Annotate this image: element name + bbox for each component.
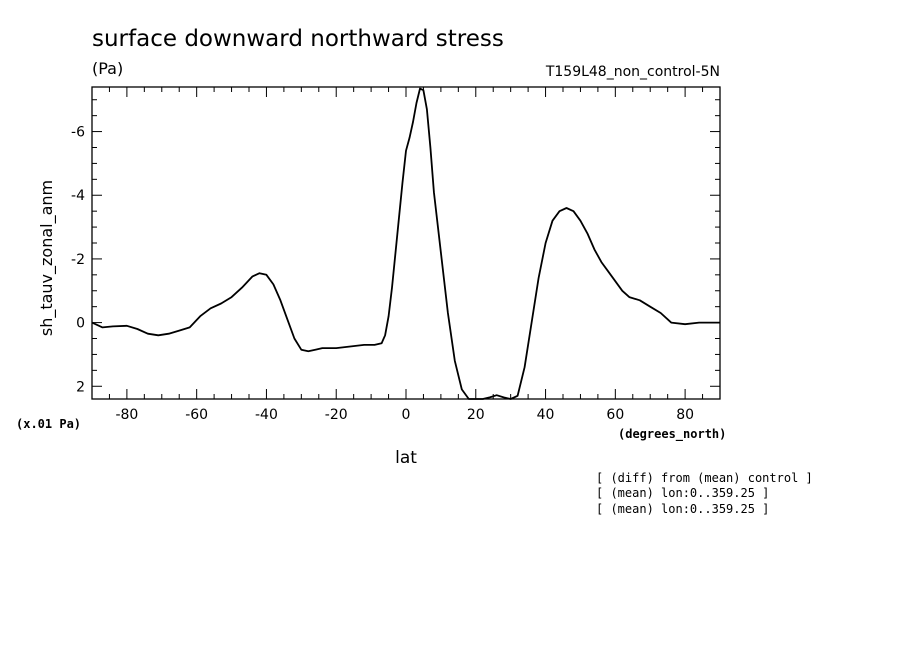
y-tick-label: -2 [71,252,85,268]
y-tick-label: -6 [71,125,85,141]
plot-frame [92,87,720,399]
x-units-label: (degrees_north) [618,427,726,442]
x-axis-ticks [92,87,720,399]
x-tick-label: -80 [115,407,138,423]
note-line-3: [ (mean) lon:0..359.25 ] [596,502,769,516]
x-tick-label: -60 [185,407,208,423]
x-tick-label: -20 [325,407,348,423]
x-tick-label: 80 [676,407,694,423]
chart-title: surface downward northward stress [92,26,504,52]
y-axis-tick-labels: 2 0 -2 -4 -6 [71,125,85,396]
y-axis-label: sh_tauv_zonal_anm [37,180,57,336]
note-line-1: [ (diff) from (mean) control ] [596,471,813,485]
y-axis-ticks [92,100,720,387]
y-scale-note: (x.01 Pa) [16,417,81,431]
run-label: T159L48_non_control-5N [545,64,720,80]
x-tick-label: 20 [467,407,485,423]
y-tick-label: 0 [76,316,85,332]
x-tick-label: -40 [255,407,278,423]
y-tick-label: -4 [71,188,85,204]
x-axis-tick-labels: -80 -60 -40 -20 0 20 40 60 80 [115,407,694,423]
units-label: (Pa) [92,59,123,78]
x-tick-label: 60 [606,407,624,423]
x-axis-label: lat [395,448,417,468]
note-line-2: [ (mean) lon:0..359.25 ] [596,486,769,500]
y-tick-label: 2 [76,379,85,395]
series-line [92,89,720,399]
x-tick-label: 0 [402,407,411,423]
x-tick-label: 40 [537,407,555,423]
